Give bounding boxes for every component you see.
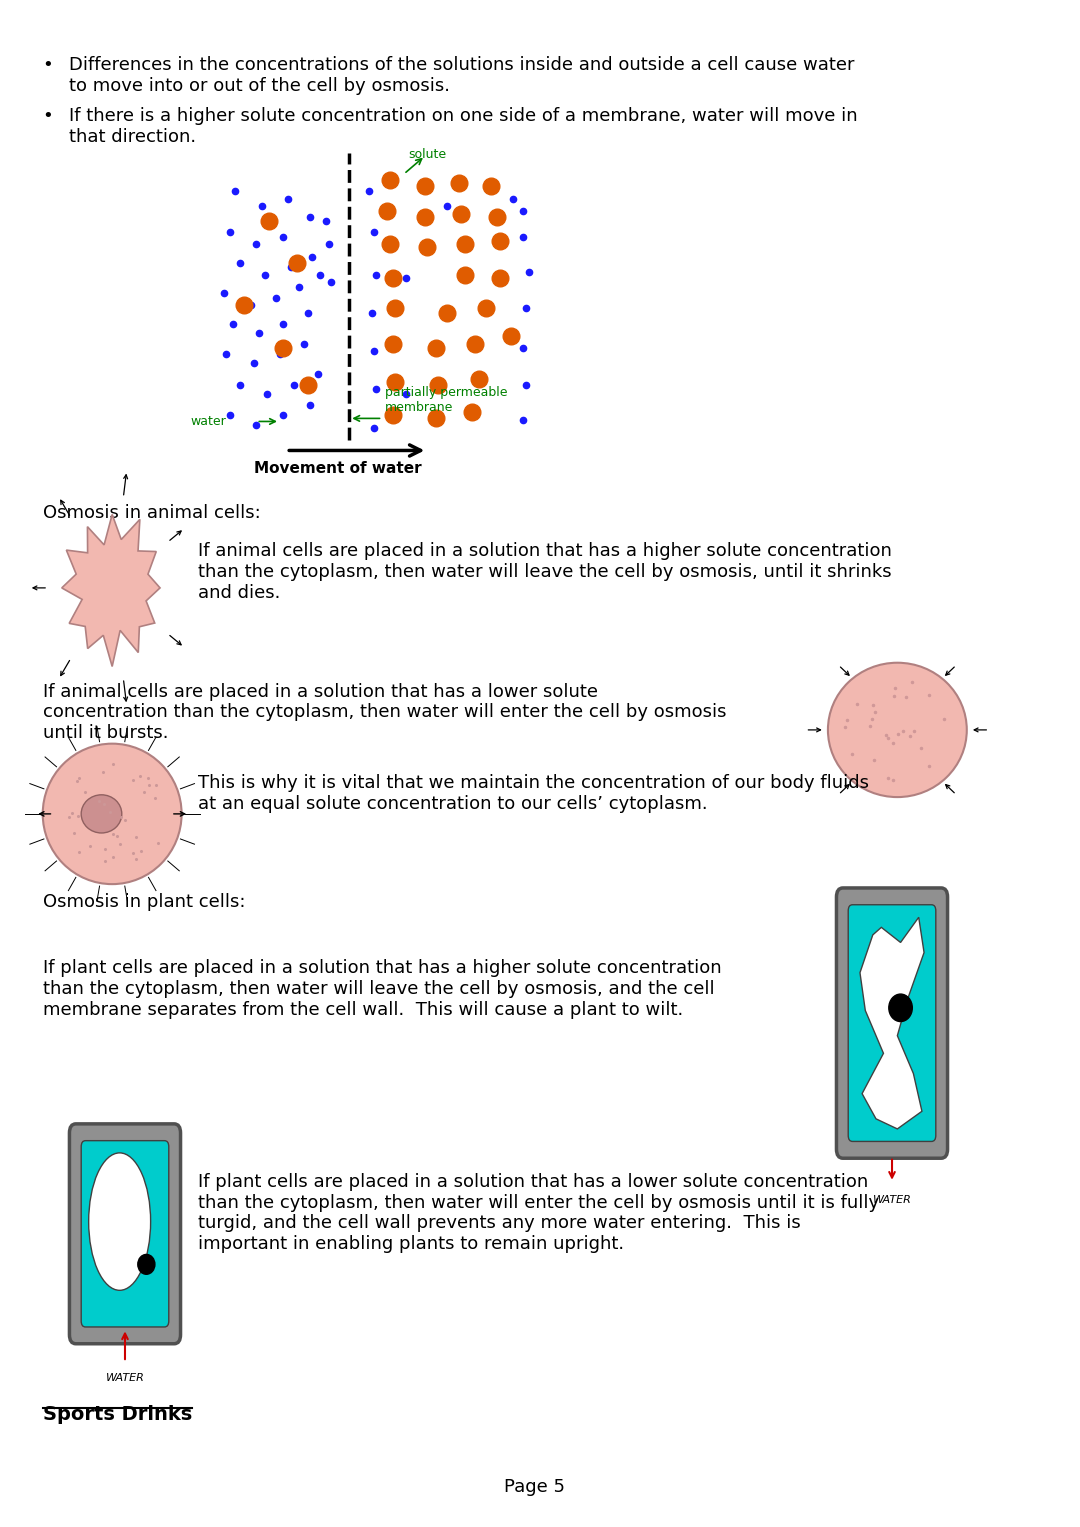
Ellipse shape: [828, 663, 967, 797]
Text: Osmosis in animal cells:: Osmosis in animal cells:: [43, 504, 260, 522]
Text: WATER: WATER: [873, 1194, 912, 1205]
Text: If animal cells are placed in a solution that has a lower solute
concentration t: If animal cells are placed in a solution…: [43, 683, 726, 742]
Text: •: •: [43, 107, 54, 125]
Text: Page 5: Page 5: [503, 1478, 565, 1496]
Text: WATER: WATER: [106, 1373, 145, 1383]
Text: If animal cells are placed in a solution that has a higher solute concentration
: If animal cells are placed in a solution…: [198, 542, 891, 602]
Text: This is why it is vital that we maintain the concentration of our body fluids
at: This is why it is vital that we maintain…: [198, 774, 868, 812]
Text: Sports Drinks: Sports Drinks: [43, 1405, 192, 1423]
Polygon shape: [860, 918, 924, 1128]
FancyBboxPatch shape: [837, 889, 947, 1157]
Text: water: water: [190, 415, 226, 428]
Ellipse shape: [81, 794, 122, 834]
Text: Osmosis in plant cells:: Osmosis in plant cells:: [43, 893, 245, 912]
Text: •: •: [43, 56, 54, 75]
Ellipse shape: [889, 994, 913, 1022]
FancyBboxPatch shape: [81, 1141, 168, 1327]
Text: If plant cells are placed in a solution that has a higher solute concentration
t: If plant cells are placed in a solution …: [43, 959, 721, 1019]
Text: If there is a higher solute concentration on one side of a membrane, water will : If there is a higher solute concentratio…: [69, 107, 859, 145]
Text: partially permeable
membrane: partially permeable membrane: [384, 386, 508, 414]
Ellipse shape: [89, 1153, 150, 1290]
Text: If plant cells are placed in a solution that has a lower solute concentration
th: If plant cells are placed in a solution …: [198, 1173, 879, 1254]
Text: Differences in the concentrations of the solutions inside and outside a cell cau: Differences in the concentrations of the…: [69, 56, 855, 95]
Text: solute: solute: [408, 148, 446, 160]
Ellipse shape: [138, 1255, 154, 1274]
Text: Movement of water: Movement of water: [254, 461, 421, 476]
Ellipse shape: [43, 744, 181, 884]
FancyBboxPatch shape: [848, 904, 935, 1142]
Polygon shape: [62, 515, 160, 666]
FancyBboxPatch shape: [69, 1124, 180, 1344]
